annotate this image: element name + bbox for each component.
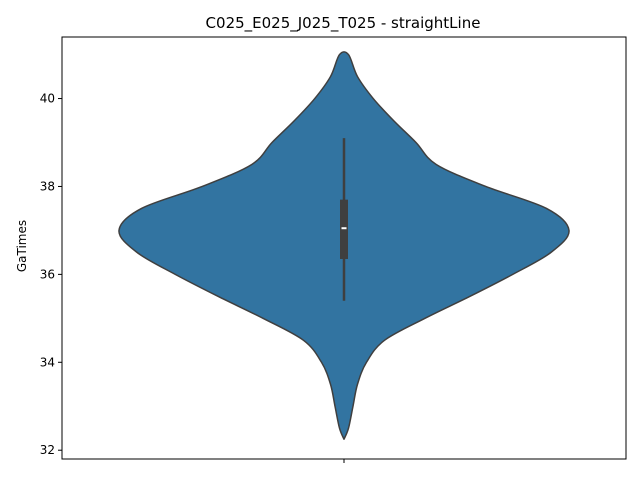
y-tick-label: 40 <box>40 92 55 106</box>
y-axis-label: GaTimes <box>15 220 29 272</box>
interquartile-box <box>340 199 348 259</box>
chart-title: C025_E025_J025_T025 - straightLine <box>206 14 481 33</box>
y-tick-label: 34 <box>40 355 55 369</box>
y-tick-label: 36 <box>40 267 55 281</box>
y-tick-label: 32 <box>40 443 55 457</box>
y-tick-label: 38 <box>40 179 55 193</box>
